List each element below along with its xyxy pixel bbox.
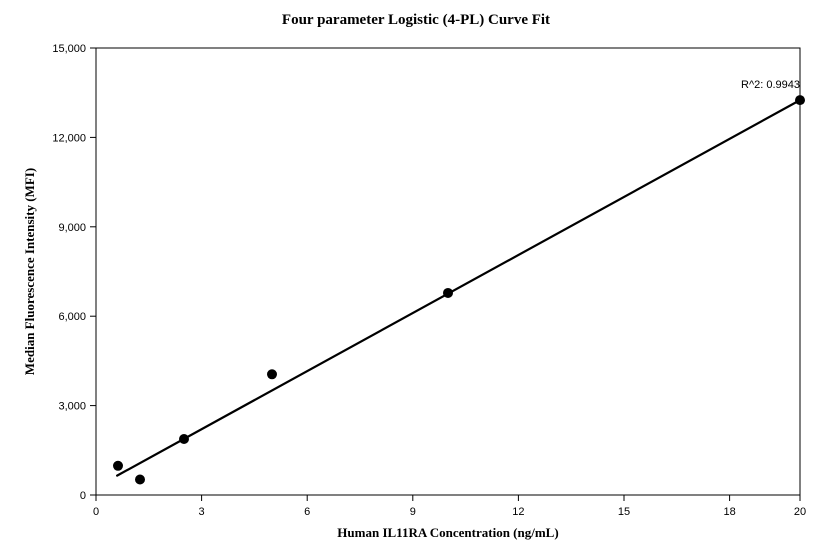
x-tick-label: 3	[199, 506, 205, 518]
chart-svg: Four parameter Logistic (4-PL) Curve Fit…	[0, 0, 832, 560]
data-point	[443, 288, 453, 298]
y-tick-label: 6,000	[58, 311, 86, 323]
data-point	[795, 95, 805, 105]
data-point	[135, 475, 145, 485]
x-tick-label: 12	[512, 506, 524, 518]
chart-background	[0, 0, 832, 560]
y-tick-label: 15,000	[52, 43, 86, 55]
data-point	[267, 369, 277, 379]
x-tick-label: 9	[410, 506, 416, 518]
y-tick-label: 3,000	[58, 401, 86, 413]
data-point	[179, 434, 189, 444]
data-point	[113, 461, 123, 471]
r-squared-annotation: R^2: 0.9943	[741, 79, 800, 91]
x-tick-label: 15	[618, 506, 630, 518]
y-tick-label: 12,000	[52, 132, 86, 144]
chart-container: Four parameter Logistic (4-PL) Curve Fit…	[0, 0, 832, 560]
x-tick-label: 18	[723, 506, 735, 518]
x-tick-label: 20	[794, 506, 806, 518]
x-tick-label: 6	[304, 506, 310, 518]
chart-title: Four parameter Logistic (4-PL) Curve Fit	[282, 12, 550, 28]
x-tick-label: 0	[93, 506, 99, 518]
y-tick-label: 9,000	[58, 222, 86, 234]
x-axis-label: Human IL11RA Concentration (ng/mL)	[337, 525, 558, 540]
y-axis-label: Median Fluorescence Intensity (MFI)	[22, 168, 37, 375]
y-tick-label: 0	[80, 490, 86, 502]
